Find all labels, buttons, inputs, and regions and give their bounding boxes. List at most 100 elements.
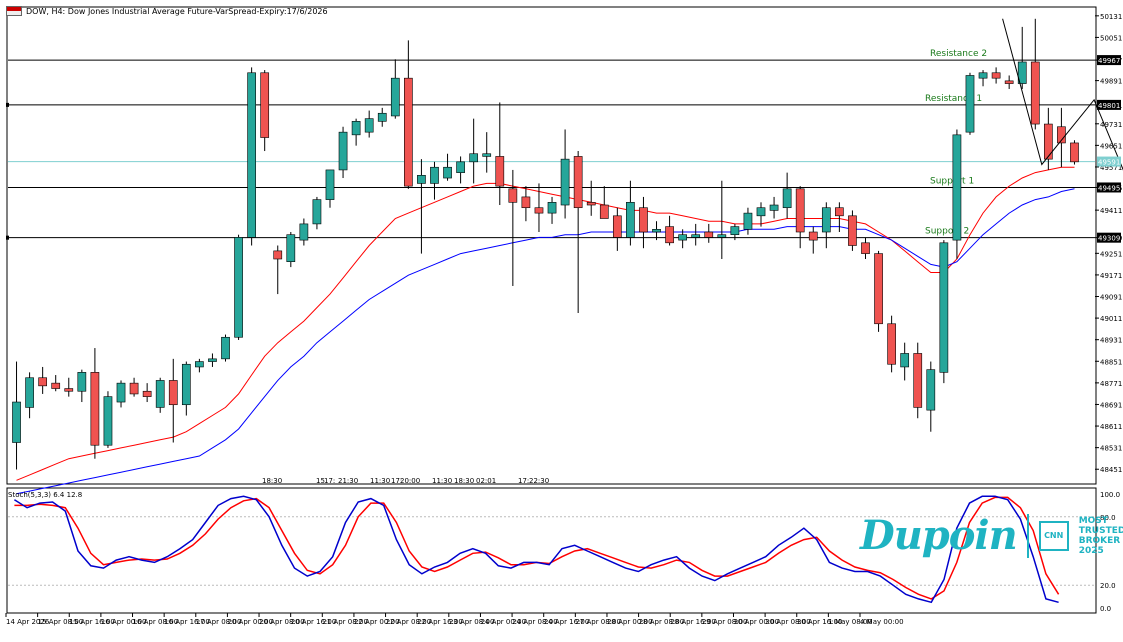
candle [508, 169, 518, 286]
candle [351, 118, 361, 146]
candle-body [443, 166, 452, 179]
time-tick-label: 28 Apr 08:00 [639, 618, 685, 626]
candle-body [691, 234, 701, 238]
price-label: 49495 [1098, 184, 1120, 192]
candle [547, 196, 557, 224]
candle [430, 161, 439, 200]
candle [769, 196, 779, 219]
candle [51, 375, 61, 392]
price-tick-label: 49731 [1100, 121, 1122, 129]
time-tick-label: 28 Apr 16:00 [670, 618, 716, 626]
candle-body [599, 204, 609, 219]
candle [874, 250, 883, 332]
candle [678, 229, 687, 249]
brand-watermark: Dupoin CNN MOST TRUSTED BROKER 2025 [860, 512, 1123, 559]
candle-body [965, 75, 975, 133]
candle [652, 221, 661, 241]
candle [1043, 107, 1053, 170]
candle-body [639, 207, 648, 233]
candle-body [195, 361, 204, 368]
candle [821, 202, 831, 249]
time-tick-label: 20 Apr 16:00 [291, 618, 337, 626]
candle-body [678, 234, 687, 241]
time-tick-label: 15 Apr 16:00 [69, 618, 115, 626]
projection-layer [1002, 18, 1123, 171]
price-label-box [1097, 55, 1121, 66]
candle [103, 391, 113, 448]
candle-body [769, 204, 779, 211]
time-marker: 02:01 [476, 477, 496, 485]
candle-body [704, 231, 714, 238]
candle-body [1030, 61, 1040, 125]
candle [234, 234, 243, 340]
chart-title: DOW, H4: Dow Jones Industrial Average Fu… [26, 6, 328, 16]
candle [129, 377, 139, 397]
time-tick-label: 29 Apr 08:00 [702, 618, 748, 626]
candle [795, 186, 805, 249]
time-marker: 20:00 [400, 477, 420, 485]
stoch-title: Stoch(5,3,3) 6.4 12.8 [8, 491, 82, 499]
price-tick-label: 49091 [1100, 294, 1122, 302]
candle-body [77, 372, 87, 392]
candle [181, 361, 191, 416]
candle-body [155, 380, 165, 408]
candle-body [756, 207, 766, 217]
time-markers: 18:30 15 17: 21:30 11:30 17:20:00 11:30 18:30 02… [262, 477, 549, 485]
candle [521, 186, 531, 222]
candle-body [900, 353, 910, 368]
candle [665, 215, 674, 246]
price-tick-label: 49651 [1100, 142, 1122, 150]
award-text: MOST TRUSTED BROKER 2025 [1078, 515, 1123, 556]
time-tick-label: 27 Apr 08:00 [575, 618, 621, 626]
candle [743, 207, 753, 235]
time-marker: 22:30 [529, 477, 549, 485]
time-tick-label: 24 Apr 00:00 [480, 618, 526, 626]
price-tick-label: 49011 [1100, 315, 1122, 323]
price-tick-label: 49171 [1100, 272, 1122, 280]
candle [155, 377, 165, 413]
candle-body [573, 156, 583, 209]
time-marker: 18:30 [262, 477, 282, 485]
stoch-tick-label: 80.0 [1100, 514, 1116, 522]
candle [939, 240, 949, 384]
candle [312, 196, 322, 230]
time-tick-label: 21 Apr 08:00 [322, 618, 368, 626]
time-tick-label: 22 Apr 16:00 [417, 618, 463, 626]
candle [965, 72, 975, 135]
price-label: 49967 [1098, 57, 1120, 65]
price-label-box [1097, 99, 1121, 110]
candle [1004, 75, 1014, 89]
time-tick-label: 16 Apr 00:00 [101, 618, 147, 626]
candle [704, 223, 714, 243]
candle-body [390, 77, 400, 117]
price-label: 49309 [1098, 235, 1120, 243]
time-marker: 11:30 [370, 477, 390, 485]
candle [887, 315, 896, 373]
price-tick-label: 49251 [1100, 250, 1122, 258]
candle-body [51, 382, 61, 389]
candle [286, 232, 296, 268]
candle-body [717, 234, 727, 238]
candle-body [286, 234, 296, 262]
candle-body [835, 207, 844, 217]
level-label: Support 1 [930, 176, 974, 186]
candle [469, 118, 479, 184]
candle [717, 180, 727, 259]
price-tick-label: 48691 [1100, 401, 1122, 409]
candle-body [730, 226, 740, 236]
candle [1070, 140, 1079, 165]
time-tick-label: 1 May 08:00 [828, 618, 872, 626]
price-tick-label: 48531 [1100, 445, 1122, 453]
candle-body [560, 158, 570, 206]
candle-body [782, 188, 792, 209]
candle [808, 226, 818, 254]
candle-body [887, 323, 896, 365]
candle-body [482, 153, 492, 157]
level-label: Resistance 1 [925, 94, 982, 104]
candle [926, 361, 936, 432]
flag-icon [6, 6, 22, 16]
candle [730, 223, 740, 241]
candle [639, 196, 648, 249]
